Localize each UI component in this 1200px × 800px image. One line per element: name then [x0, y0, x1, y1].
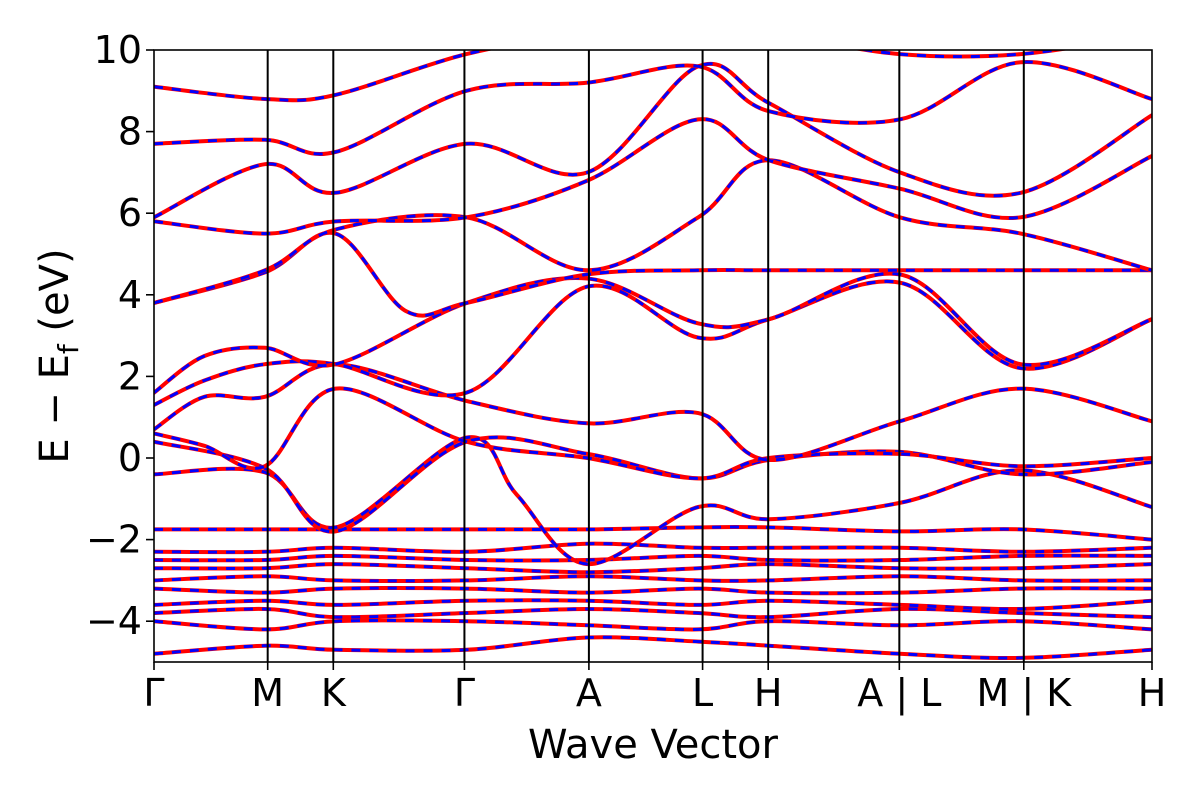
x-axis-label: Wave Vector [528, 722, 779, 768]
band-line [154, 117, 1152, 236]
band-line-dashed [154, 231, 1152, 318]
x-tick-label: L [692, 671, 713, 715]
band-line-dashed [154, 574, 1152, 583]
y-tick-label: 4 [118, 273, 142, 317]
y-axis-ticks: 10 8 6 4 2 0 −2 −4 [86, 28, 154, 643]
y-tick-label: 0 [118, 436, 142, 480]
band-line-dashed [154, 62, 1152, 219]
band-line-dashed [154, 279, 1152, 407]
band-line [154, 279, 1152, 407]
bands-layer [154, 50, 1152, 661]
band-line [154, 435, 1152, 534]
band-line-dashed [154, 525, 1152, 542]
y-tick-label: −2 [86, 518, 142, 562]
x-tick-label: Γ [454, 671, 475, 715]
plot-frame [153, 49, 1153, 663]
x-tick-label: A [576, 671, 602, 715]
kpoint-lines [266, 50, 1025, 662]
band-line-dashed [154, 562, 1152, 574]
band-line-dashed [154, 60, 1152, 156]
band-line-dashed [154, 117, 1152, 236]
band-line-dashed [154, 542, 1152, 554]
y-axis-label-unit: (eV) [32, 248, 78, 344]
y-axis-label-sub: f [52, 343, 85, 354]
x-tick-label: M | K [976, 671, 1072, 716]
y-axis-label-main: E − E [32, 354, 78, 464]
band-line-dashed [154, 362, 1152, 462]
band-line-dashed [154, 554, 1152, 563]
y-tick-label: 6 [118, 191, 142, 235]
band-line-dashed [154, 158, 1152, 305]
y-tick-label: −4 [86, 599, 142, 643]
band-line-dashed [154, 435, 1152, 533]
band-line-dashed [154, 50, 1066, 102]
band-line-dashed [154, 586, 1152, 595]
y-tick-label: 10 [94, 28, 142, 72]
band-line [154, 386, 1152, 481]
band-line-dashed [154, 272, 1152, 394]
y-tick-label: 8 [118, 110, 142, 154]
x-tick-label: Γ [143, 671, 164, 715]
band-line [154, 635, 1152, 661]
band-line-dashed [154, 598, 1152, 611]
x-tick-label: H [754, 671, 783, 715]
y-tick-label: 2 [118, 354, 142, 398]
x-tick-label: A | L [857, 671, 941, 716]
y-axis-label: E − Ef (eV) [32, 248, 85, 463]
x-tick-label: K [321, 671, 347, 715]
band-line [154, 606, 1152, 620]
x-tick-label: M [251, 671, 284, 715]
band-line-dashed [154, 435, 1152, 566]
x-tick-label: H [1138, 671, 1167, 715]
band-line [154, 618, 1152, 632]
